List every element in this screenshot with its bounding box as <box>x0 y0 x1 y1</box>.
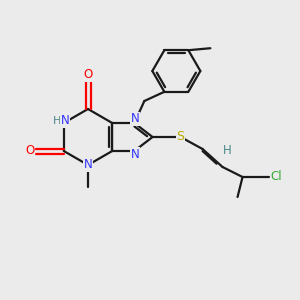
Text: O: O <box>25 145 34 158</box>
Text: H: H <box>223 145 232 158</box>
Text: Cl: Cl <box>271 170 282 184</box>
Text: S: S <box>176 130 184 142</box>
Text: H: H <box>52 116 61 126</box>
Text: N: N <box>131 148 140 160</box>
Text: N: N <box>60 115 69 128</box>
Text: O: O <box>83 68 93 82</box>
Text: N: N <box>131 112 140 125</box>
Text: N: N <box>84 158 92 172</box>
